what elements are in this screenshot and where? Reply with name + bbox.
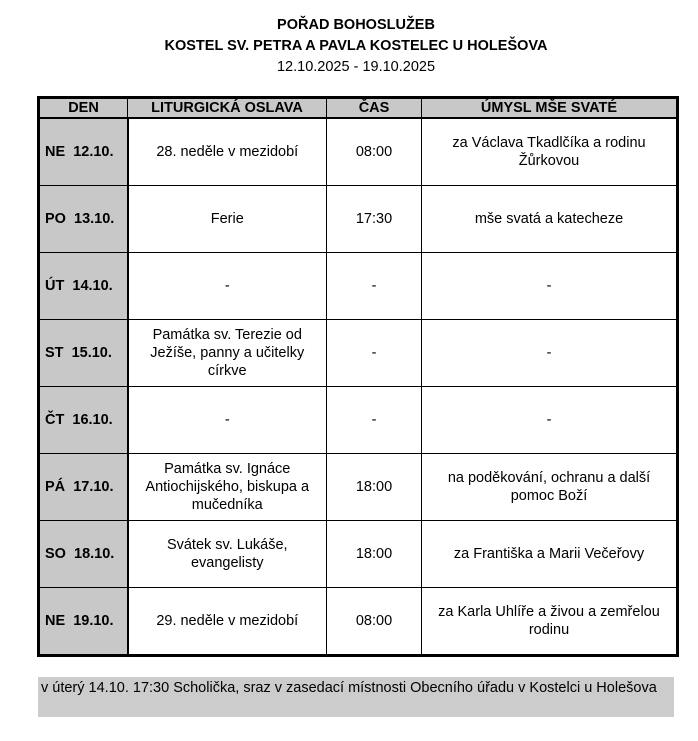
day-cell: ÚT 14.10. [38,252,129,320]
intention-cell: na poděkování, ochranu a další pomoc Bož… [421,453,678,521]
day-cell: ČT 16.10. [38,386,129,454]
table-row: NE 12.10. 28. neděle v mezidobí 08:00 za Vá… [38,117,678,186]
celebration-cell: Památka sv. Terezie od Ježíše, panny a u… [127,319,327,387]
time-cell: - [326,252,422,320]
column-header-time: ČAS [326,97,422,119]
celebration-cell: - [127,252,327,320]
column-header-intention: ÚMYSL MŠE SVATÉ [421,97,678,119]
day-cell: PO 13.10. [38,185,129,253]
intention-cell: za Karla Uhlíře a živou a zemřelou rodin… [421,587,678,656]
day-cell: ST 15.10. [38,319,129,387]
time-cell: - [326,386,422,454]
intention-cell: mše svatá a katecheze [421,185,678,253]
celebration-cell: 29. neděle v mezidobí [127,587,327,656]
column-header-celebration: LITURGICKÁ OSLAVA [127,97,327,119]
intention-cell: za Václava Tkadlčíka a rodinu Žůrkovou [421,117,678,186]
day-cell: NE 19.10. [38,587,129,656]
table-row: PO 13.10. Ferie 17:30 mše svatá a katecheze [38,185,678,253]
table-row: ST 15.10. Památka sv. Terezie od Ježíše, … [38,319,678,387]
schedule-table: DEN LITURGICKÁ OSLAVA ČAS ÚMYSL MŠE SVAT… [37,96,679,657]
table-row: ČT 16.10. - - - [38,386,678,454]
celebration-cell: Svátek sv. Lukáše, evangelisty [127,520,327,588]
time-cell: 08:00 [326,587,422,656]
intention-cell: za Františka a Marii Večeřovy [421,520,678,588]
celebration-cell: - [127,386,327,454]
day-cell: SO 18.10. [38,520,129,588]
time-cell: 18:00 [326,520,422,588]
intention-cell: - [421,252,678,320]
table-row: SO 18.10. Svátek sv. Lukáše, evangelisty 1… [38,520,678,588]
celebration-cell: Památka sv. Ignáce Antiochijského, bisku… [127,453,327,521]
intention-cell: - [421,319,678,387]
time-cell: 18:00 [326,453,422,521]
celebration-cell: Ferie [127,185,327,253]
celebration-cell: 28. neděle v mezidobí [127,117,327,186]
table-header-row: DEN LITURGICKÁ OSLAVA ČAS ÚMYSL MŠE SVAT… [38,97,678,119]
day-cell: NE 12.10. [38,117,129,186]
church-name: KOSTEL SV. PETRA A PAVLA KOSTELEC U HOLE… [164,38,548,54]
column-header-day: DEN [38,97,128,119]
page-title: POŘAD BOHOSLUŽEB [277,17,435,33]
time-cell: 08:00 [326,117,422,186]
intention-cell: - [421,386,678,454]
time-cell: 17:30 [326,185,422,253]
table-row: NE 19.10. 29. neděle v mezidobí 08:00 za Ka… [38,587,678,656]
announcement-note: v úterý 14.10. 17:30 Scholička, sraz v z… [38,677,674,717]
table-row: ÚT 14.10. - - - [38,252,678,320]
day-cell: PÁ 17.10. [38,453,129,521]
table-row: PÁ 17.10. Památka sv. Ignáce Antiochijské… [38,453,678,521]
date-range: 12.10.2025 - 19.10.2025 [276,59,436,75]
time-cell: - [326,319,422,387]
